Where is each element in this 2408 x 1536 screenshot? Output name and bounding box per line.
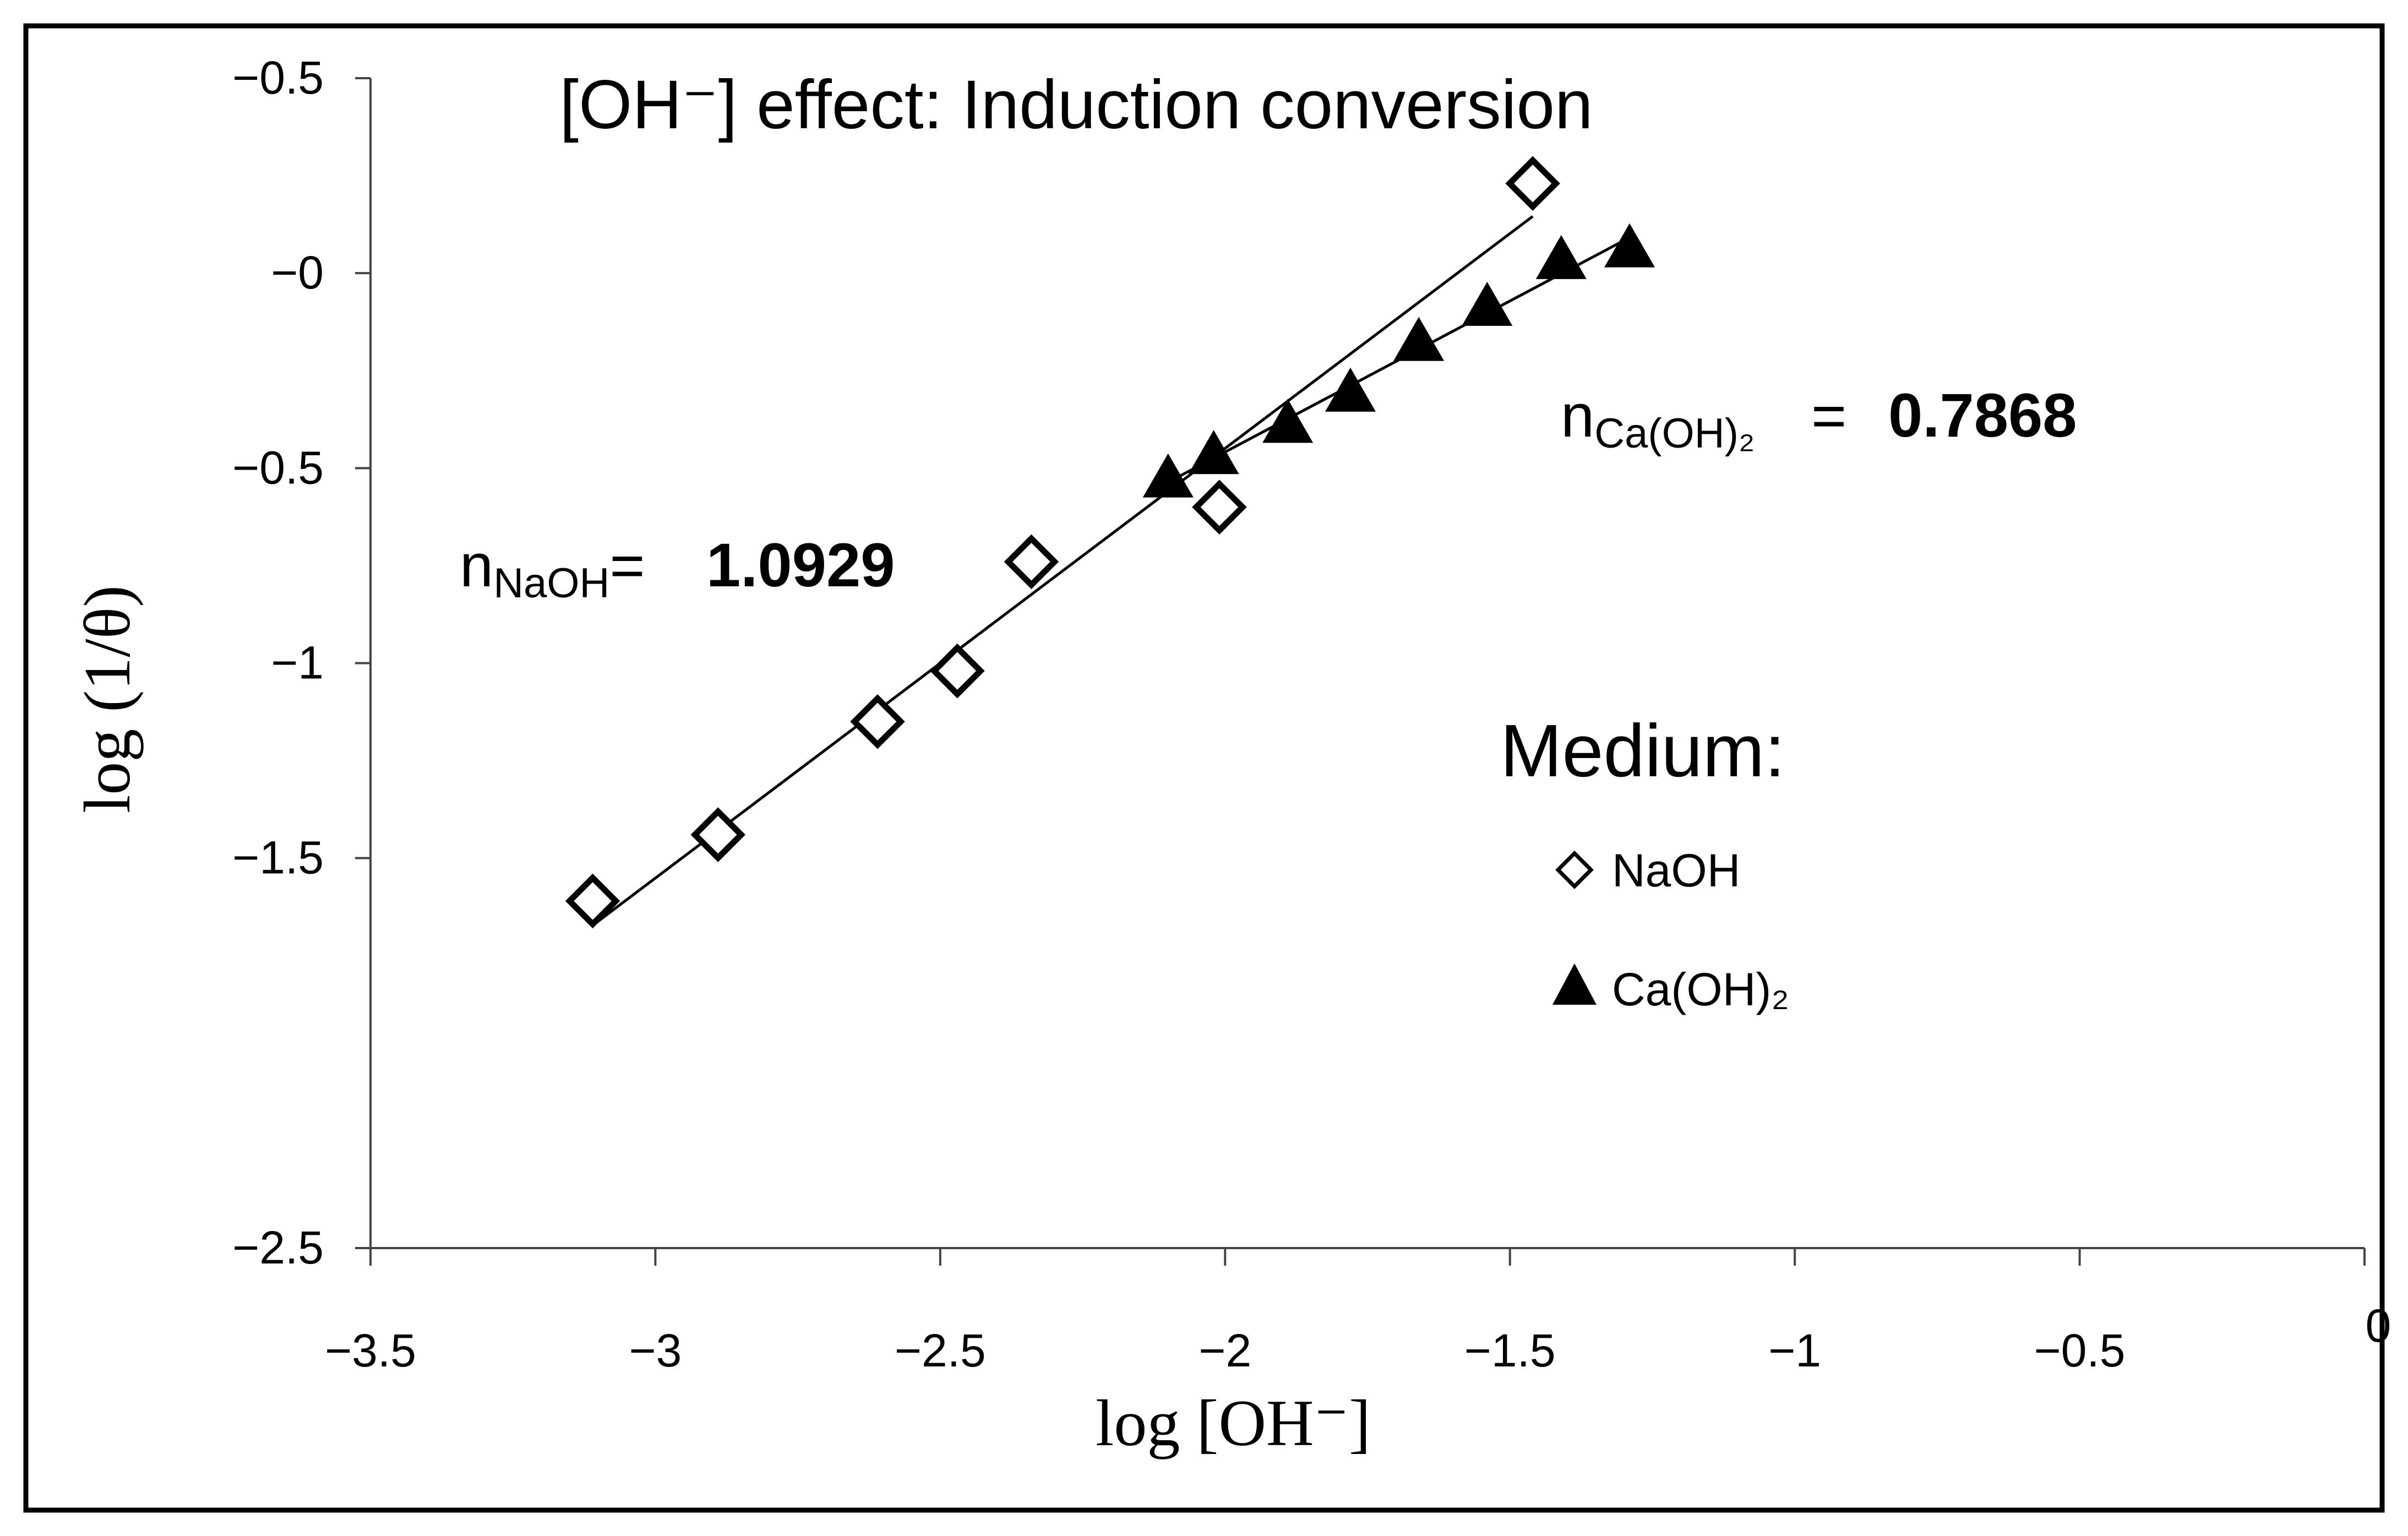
naoh-data-point <box>930 643 985 699</box>
x-tick-label: −1 <box>1768 1325 1821 1376</box>
legend-caoh-marker <box>1552 963 1597 1005</box>
caoh-data-point <box>1325 367 1376 412</box>
caoh-data-point <box>1462 281 1513 326</box>
naoh-data-point <box>1004 534 1059 590</box>
caoh-n-prefix: n <box>1561 382 1594 450</box>
markers <box>565 156 1655 929</box>
naoh-slope-annotation: nNaOH= <box>460 532 645 607</box>
x-tick-label: −0.5 <box>2034 1325 2126 1376</box>
caoh-slope-annotation: nCa(OH)₂ <box>1561 382 1755 457</box>
naoh-data-point <box>565 873 620 929</box>
caoh-data-point <box>1393 317 1445 361</box>
legend: Medium: NaOH Ca(OH)₂ <box>1500 709 1789 1015</box>
naoh-subscript: NaOH <box>493 560 609 607</box>
caoh-data-point <box>1262 399 1314 443</box>
x-tick-label: −2.5 <box>895 1325 986 1376</box>
chart-frame <box>23 23 2385 1513</box>
y-axis-label: log (1/θ) <box>70 585 144 813</box>
chart-title: [OH⁻] effect: Induction conversion <box>559 67 1593 143</box>
x-tick-label: −3.5 <box>325 1325 416 1376</box>
caoh-data-point <box>1604 223 1655 268</box>
naoh-n-prefix: n <box>460 532 493 600</box>
caoh-slope-value: 0.7868 <box>1888 381 2077 450</box>
y-ticks: −0.5 −0 −0.5 −1 −1.5 −2.5 <box>232 52 371 1273</box>
caoh-data-point <box>1535 235 1587 279</box>
caoh-equals: = <box>1811 382 1846 450</box>
y-tick-label: −0.5 <box>232 442 324 493</box>
caoh-subscript: Ca(OH)₂ <box>1594 410 1755 457</box>
x-tick-label: −2 <box>1198 1325 1251 1376</box>
y-tick-label: −2.5 <box>232 1222 324 1273</box>
naoh-data-point <box>1192 480 1247 535</box>
naoh-fit-line <box>592 215 1534 927</box>
y-tick-label: −1 <box>271 637 324 689</box>
y-tick-label: −0.5 <box>232 52 324 104</box>
caoh-data-point <box>1188 430 1239 475</box>
y-tick-label: −1.5 <box>232 832 324 884</box>
naoh-data-point <box>690 807 746 862</box>
x-tick-label: −1.5 <box>1464 1325 1556 1376</box>
x-ticks: −3.5 −3 −2.5 −2 −1.5 −1 −0.5 0 <box>325 1248 2391 1376</box>
x-axis-label: log [OH⁻] <box>1096 1386 1371 1459</box>
x-tick-label: −3 <box>629 1325 682 1376</box>
caoh-data-point <box>1142 453 1194 498</box>
legend-naoh-marker <box>1555 851 1594 889</box>
naoh-slope-value: 1.0929 <box>706 531 895 600</box>
legend-naoh-label: NaOH <box>1612 845 1740 896</box>
legend-title: Medium: <box>1500 709 1785 792</box>
x-tick-label: 0 <box>2366 1300 2391 1352</box>
legend-caoh-label: Ca(OH)₂ <box>1612 963 1789 1015</box>
y-tick-label: −0 <box>271 247 324 298</box>
naoh-data-point <box>850 694 905 749</box>
naoh-equals: = <box>609 532 645 600</box>
naoh-data-point <box>1505 156 1560 211</box>
